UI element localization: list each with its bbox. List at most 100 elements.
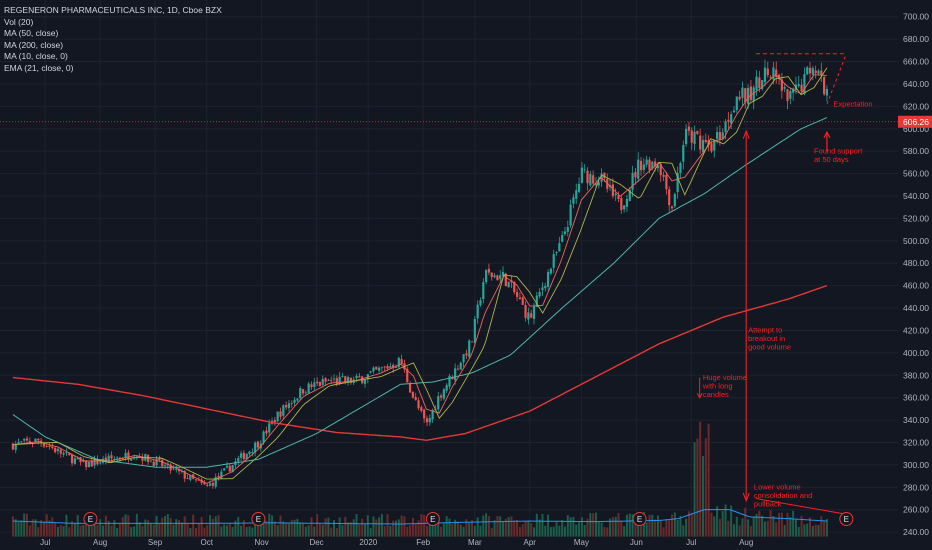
candle [51, 446, 54, 449]
volume-bar [459, 524, 462, 537]
last-price-label: 606.26 [903, 117, 929, 127]
candle [749, 86, 752, 101]
candle [208, 483, 212, 486]
volume-bar [600, 522, 603, 537]
volume-bar [310, 517, 313, 537]
volume-bar [682, 525, 685, 537]
candle [752, 87, 755, 102]
candle [656, 165, 660, 169]
volume-trendline [755, 498, 847, 515]
volume-bar [282, 521, 285, 537]
volume-bar [485, 513, 488, 537]
candle [456, 368, 460, 370]
candle [780, 79, 783, 91]
volume-bar [127, 515, 130, 537]
volume-bar [130, 527, 133, 537]
earnings-marker [839, 512, 854, 526]
candle [180, 471, 184, 473]
candle [659, 163, 662, 176]
candle [496, 275, 499, 281]
annotation-text: Lower volume [754, 483, 801, 492]
volume-bar [625, 514, 628, 537]
volume-bar [17, 521, 20, 537]
legend-ma50[interactable]: MA (50, close) [4, 28, 59, 38]
candle [614, 193, 617, 196]
candle [423, 409, 426, 419]
volume-bar [62, 526, 65, 537]
volume-bar [45, 514, 48, 537]
candle [580, 167, 583, 183]
candle [318, 381, 322, 387]
legend-ma200[interactable]: MA (200, close) [4, 39, 64, 50]
candle [704, 139, 707, 143]
candle [485, 269, 488, 282]
legend-ema21[interactable]: EMA (21, close, 0) [4, 62, 74, 73]
time-axis[interactable]: Jul Aug Sep Oct Nov Dec 2020 Feb Mar Apr May Jun Jul… [40, 538, 753, 547]
candle [262, 431, 265, 443]
candle [642, 164, 645, 170]
volume-bar [369, 527, 372, 537]
candle [59, 449, 62, 454]
volume-bar [442, 523, 445, 537]
candle [37, 438, 40, 441]
volume-bar [203, 527, 206, 537]
candle [14, 443, 17, 450]
candle [679, 162, 682, 173]
volume-bar [197, 523, 200, 537]
candle [468, 340, 471, 357]
volume-bar [290, 519, 293, 537]
volume-bar [254, 516, 257, 537]
volume-bar [451, 523, 454, 537]
y-tick-label: 420.00 [903, 325, 929, 335]
volume-bar [448, 518, 451, 537]
earnings-marker [425, 512, 440, 526]
y-tick-label: 440.00 [903, 303, 929, 313]
candle [592, 175, 595, 184]
volume-bar [268, 513, 271, 537]
volume-bar [192, 514, 195, 537]
volume-bar [175, 519, 178, 537]
candle [178, 469, 181, 472]
candle [561, 235, 564, 242]
candle [586, 170, 589, 184]
legend-ma10[interactable]: MA (10, close, 0) [4, 51, 68, 61]
ma10-line [12, 73, 827, 484]
volume-bar [107, 521, 110, 537]
volume-bar [259, 524, 262, 537]
candle [70, 454, 74, 464]
candle [459, 362, 462, 370]
volume-bar [707, 423, 710, 537]
candle [327, 380, 330, 382]
chart-title[interactable]: REGENERON PHARMACEUTICALS INC, 1D, Cboe … [4, 5, 222, 15]
candle [394, 367, 398, 368]
y-tick-label: 620.00 [903, 101, 929, 111]
legend-volume[interactable]: Vol (20) [4, 16, 34, 27]
volume-bar [304, 526, 307, 537]
candle [397, 357, 400, 368]
volume-bar [65, 514, 68, 537]
candle [85, 460, 88, 468]
volume-bar [825, 518, 828, 537]
volume-bar [738, 525, 741, 537]
volume-bar [718, 518, 721, 537]
candle [454, 368, 457, 381]
volume-bar [364, 523, 367, 537]
volume-bar [586, 518, 589, 537]
candle [639, 160, 643, 171]
volume-bar [518, 527, 521, 537]
volume-bar [104, 515, 107, 537]
volume-bar [302, 522, 305, 537]
candle [504, 273, 507, 287]
volume-bar [766, 520, 769, 537]
candle [797, 84, 800, 87]
volume-bar [82, 525, 85, 537]
volume-bar [68, 527, 71, 537]
volume-bar [510, 516, 513, 537]
volume-bar [158, 523, 161, 537]
price-axis[interactable]: 700.00 680.00 660.00 640.00 620.00 600.00 580.… [898, 12, 932, 537]
candle [589, 174, 592, 186]
volume-bar [338, 517, 341, 537]
volume-bar [552, 526, 555, 537]
